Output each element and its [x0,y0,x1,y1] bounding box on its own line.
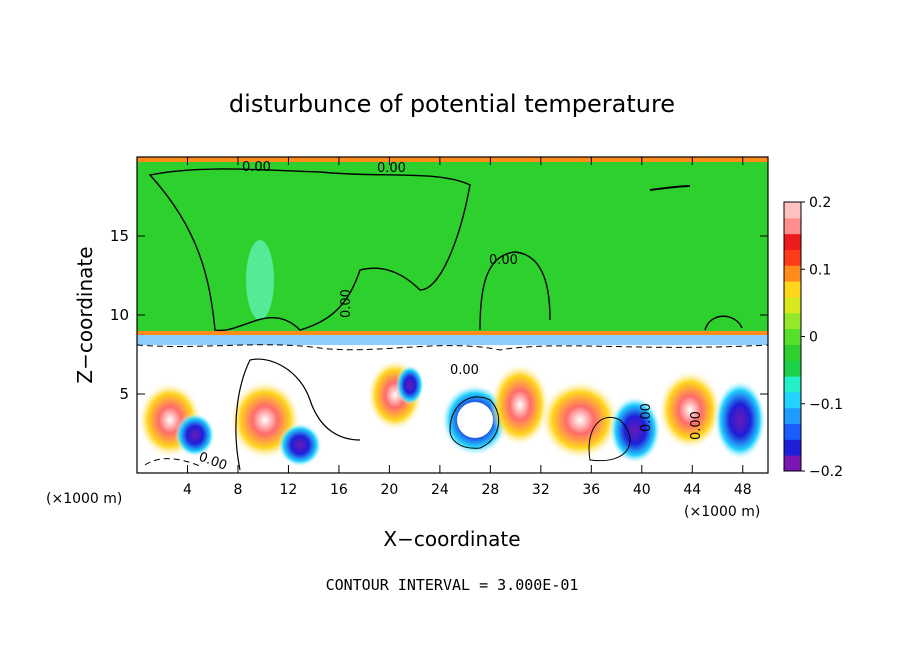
colorbar: 0.2 0.1 0 −0.1 −0.2 [783,195,843,480]
colorbar-swatch [784,312,801,330]
x-tick-label: 28 [481,482,499,498]
colorbar-tick-label: −0.1 [809,397,843,413]
x-tick-label: 44 [683,482,701,498]
x-tick-label: 12 [280,482,298,498]
x-unit-label: (×1000 m) [46,491,122,507]
colorbar-swatch [784,391,801,409]
y-axis-title: Z−coordinate [73,246,97,383]
colorbar-tick-label: 0.2 [809,195,831,211]
colorbar-swatch [784,360,801,377]
colorbar-tick-label: 0 [809,330,818,346]
x-tick-label: 8 [233,482,242,498]
x-tick-label: 24 [431,482,449,498]
colorbar-tick-label: −0.2 [809,464,843,480]
contour-labels: 0.00 0.00 0.00 0.00 0.00 0.00 0.00 0.00 [197,160,704,474]
colorbar-swatch [784,439,801,456]
chart-title: disturbunce of potential temperature [229,90,675,118]
contour-label: 0.00 [339,289,354,318]
contour-label: 0.00 [689,411,704,440]
colorbar-swatch [784,344,801,361]
y-axis: 5 10 15 [110,227,768,403]
colorbar-swatch [784,249,801,266]
colorbar-swatch [784,376,801,393]
x-tick-label: 20 [380,482,398,498]
y-tick-label: 10 [110,306,129,324]
contour-label: 0.00 [450,363,479,378]
colorbar-swatch [784,423,801,440]
colorbar-swatch [784,407,801,425]
heatmap-field [137,157,768,473]
x-tick-label: 32 [532,482,550,498]
contour-label: 0.00 [639,403,654,432]
contour-interval-note: CONTOUR INTERVAL = 3.000E-01 [325,576,579,594]
contour-label: 0.00 [242,160,271,175]
contour-label: 0.00 [489,253,518,268]
x-tick-label: 4 [183,482,192,498]
x-tick-label: 36 [582,482,600,498]
x-tick-label: 40 [633,482,651,498]
colorbar-swatch [784,202,801,219]
x-axis: 4 8 12 16 20 24 28 32 36 40 44 48 [183,157,752,498]
colorbar-tick-label: 0.1 [809,262,831,278]
x-tick-label: 48 [734,482,752,498]
colorbar-swatch [784,328,801,345]
x-axis-title: X−coordinate [383,527,520,551]
colorbar-swatch [784,281,801,298]
y-tick-label: 15 [110,227,129,245]
colorbar-swatch [784,217,801,235]
colorbar-swatch [784,265,801,282]
colorbar-swatch [784,296,801,314]
x-tick-label: 16 [330,482,348,498]
colorbar-swatch [784,233,801,250]
x-unit-label-right: (×1000 m) [684,504,760,520]
contour-label: 0.00 [377,161,406,176]
y-tick-label: 5 [119,385,129,403]
colorbar-swatch [784,455,801,472]
